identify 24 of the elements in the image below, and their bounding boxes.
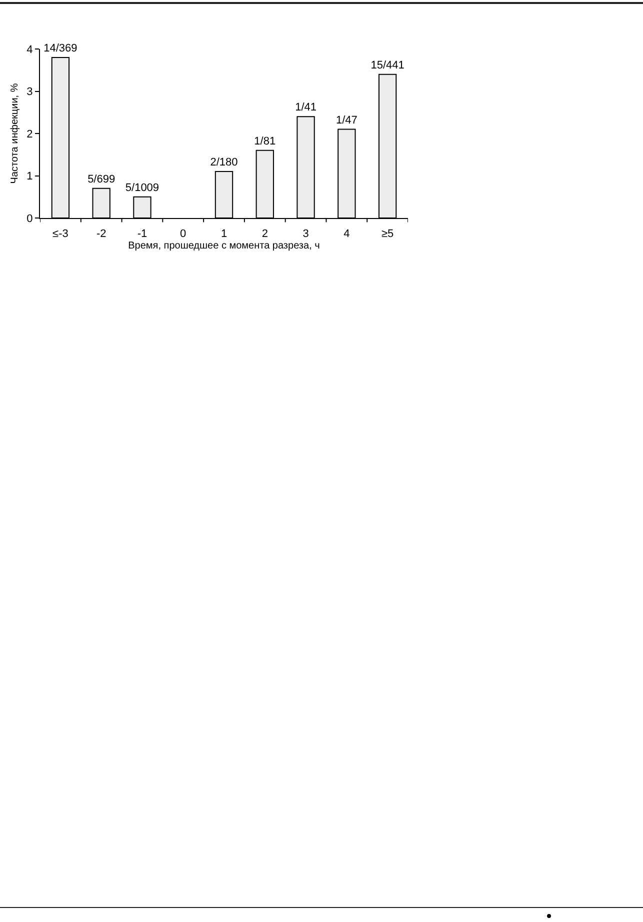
x-tick-label: 0 xyxy=(180,228,186,240)
x-tick-label: 4 xyxy=(344,228,350,240)
x-tick-label: -1 xyxy=(137,228,148,240)
x-tick-label: 2 xyxy=(262,228,268,240)
data-label: 14/369 xyxy=(44,42,78,54)
y-axis-title: Частота инфекции, % xyxy=(10,83,21,184)
x-tick-label: 1 xyxy=(220,228,228,240)
data-label: 1/47 xyxy=(336,114,358,126)
y-tick-label: 2 xyxy=(26,128,33,140)
data-label: 1/41 xyxy=(295,102,316,114)
y-tick-label: 1 xyxy=(26,170,33,183)
y-tick-label: 4 xyxy=(26,44,33,56)
y-tick-label: 0 xyxy=(26,212,33,225)
data-label: 15/441 xyxy=(370,59,404,72)
y-tick-label: 3 xyxy=(26,86,33,98)
data-label: 1/81 xyxy=(254,135,276,148)
data-label: 2/180 xyxy=(210,156,238,169)
x-tick-label: ≥5 xyxy=(381,228,394,240)
x-tick-label: 3 xyxy=(302,228,309,240)
data-label: 5/1009 xyxy=(125,182,160,194)
x-tick-label: -2 xyxy=(96,228,106,240)
x-tick-label: ≤-3 xyxy=(52,228,68,240)
x-axis-title: Время, прошедшее с момента разреза, ч xyxy=(128,240,320,252)
data-label: 5/699 xyxy=(88,173,116,186)
